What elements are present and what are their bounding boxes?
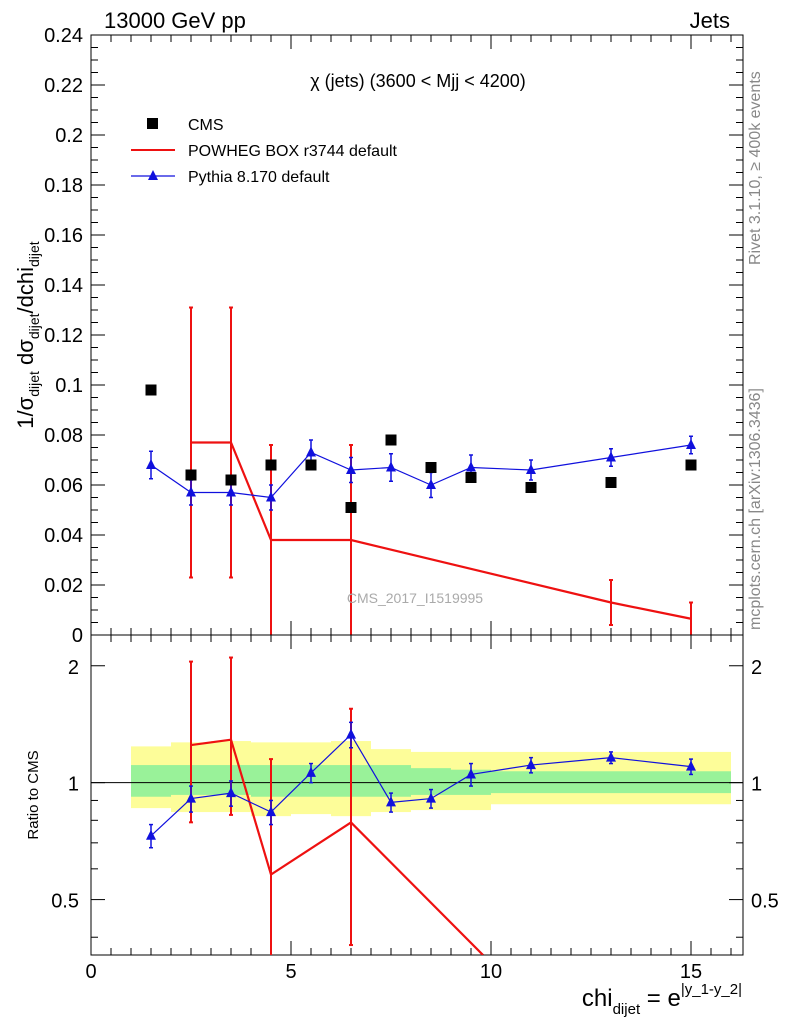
y-tick-label: 0.18 xyxy=(44,175,83,197)
x-axis-label: chidijet = e|y_1-y_2| xyxy=(582,981,742,1018)
ratio-data xyxy=(146,656,696,955)
legend: CMS POWHEG BOX r3744 default Pythia 8.17… xyxy=(131,117,398,186)
ratio-pythia-point xyxy=(466,768,476,779)
top-panel: 0 0.02 0.04 0.06 0.08 0.1 0.12 0.14 0.16 0.18 0.2 0… xyxy=(44,25,744,647)
ratio-pythia-point xyxy=(306,766,316,777)
ratio-y-tick-label: 2 xyxy=(68,657,79,679)
x-tick-label: 15 xyxy=(680,961,702,983)
ratio-y-tick-label: 1 xyxy=(751,774,762,796)
cms-point xyxy=(185,469,197,481)
pythia-point xyxy=(146,459,156,469)
pythia-point xyxy=(186,486,196,497)
pythia-point xyxy=(686,439,696,449)
y-tick-label: 0.24 xyxy=(44,25,83,47)
watermark: CMS_2017_I1519995 xyxy=(347,590,483,606)
y-tick-label: 0.1 xyxy=(55,375,83,397)
pythia-point xyxy=(606,451,616,462)
pythia-point xyxy=(526,464,536,474)
powheg-line xyxy=(191,441,692,620)
cms-point xyxy=(385,434,397,446)
ratio-y-tick-label: 0.5 xyxy=(51,891,79,913)
ratio-pythia-point xyxy=(426,792,436,803)
ratio-pythia-point xyxy=(386,796,396,807)
ratio-pythia-point xyxy=(686,760,696,771)
cms-point xyxy=(465,472,477,483)
rivet-label: Rivet 3.1.10, ≥ 400k events xyxy=(747,71,764,265)
ratio-pythia-point xyxy=(346,728,356,739)
ratio-pythia-point xyxy=(266,806,276,817)
pythia-point xyxy=(226,486,236,497)
legend-powheg-label: POWHEG BOX r3744 default xyxy=(188,143,398,160)
ratio-pythia-point xyxy=(226,787,236,798)
legend-cms-label: CMS xyxy=(188,117,224,134)
svg-text:chidijet = e|y_1-y_2|: chidijet = e|y_1-y_2| xyxy=(582,981,742,1018)
band-inner xyxy=(131,765,171,797)
cms-point xyxy=(345,502,357,513)
pythia-point xyxy=(386,461,396,472)
y-tick-label: 0.16 xyxy=(44,225,83,247)
ratio-y-tick-label: 2 xyxy=(751,657,762,679)
pythia-point xyxy=(426,479,436,489)
y-tick-label: 0.2 xyxy=(55,125,83,147)
svg-text:1/σdijet dσdijet/dchidijet: 1/σdijet dσdijet/dchidijet xyxy=(13,241,42,429)
y-tick-label: 0 xyxy=(72,625,83,647)
ratio-pythia-line xyxy=(150,733,692,837)
plot-title: χ (jets) (3600 < Mjj < 4200) xyxy=(310,71,526,91)
mcplots-label: mcplots.cern.ch [arXiv:1306.3436] xyxy=(747,388,764,630)
cms-point xyxy=(685,459,697,471)
header-jets: Jets xyxy=(690,8,730,33)
y-tick-label: 0.08 xyxy=(44,425,83,447)
pythia-line xyxy=(150,444,692,499)
legend-cms-marker xyxy=(147,118,158,129)
y-tick-label: 0.06 xyxy=(44,475,83,497)
ratio-pythia-point xyxy=(146,829,156,840)
ratio-pythia-point xyxy=(526,759,536,770)
cms-point xyxy=(605,477,617,488)
y-tick-label: 0.12 xyxy=(44,325,83,347)
x-tick-label: 0 xyxy=(85,961,96,983)
y-tick-label: 0.04 xyxy=(44,525,83,547)
ratio-y-tick-label: 0.5 xyxy=(751,891,779,913)
top-data xyxy=(145,306,697,635)
ratio-y-axis-label: Ratio to CMS xyxy=(25,750,42,839)
cms-point xyxy=(525,482,537,493)
ratio-pythia-point xyxy=(186,792,196,803)
ratio-panel: 0 5 10 15 0.5 0.5 1 1 2 2 xyxy=(51,634,779,983)
pythia-point xyxy=(266,491,276,502)
header-energy: 13000 GeV pp xyxy=(104,8,246,33)
cms-point xyxy=(265,459,277,471)
legend-pythia-marker xyxy=(148,170,158,180)
legend-pythia-label: Pythia 8.170 default xyxy=(188,169,330,186)
top-y-axis-label: 1/σdijet dσdijet/dchidijet xyxy=(13,241,42,429)
x-tick-label: 10 xyxy=(480,961,502,983)
pythia-point xyxy=(346,464,356,474)
x-tick-label: 5 xyxy=(285,961,296,983)
pythia-point xyxy=(466,461,476,472)
cms-point xyxy=(145,384,157,396)
pythia-point xyxy=(306,446,316,457)
ratio-y-tick-label: 1 xyxy=(68,774,79,796)
y-tick-label: 0.14 xyxy=(44,275,83,297)
y-tick-label: 0.22 xyxy=(44,75,83,97)
cms-point xyxy=(225,474,237,486)
cms-point xyxy=(425,462,437,473)
band-inner xyxy=(371,765,411,797)
ratio-frame xyxy=(90,634,744,956)
ratio-pythia-point xyxy=(606,751,616,762)
y-tick-label: 0.02 xyxy=(44,575,83,597)
cms-point xyxy=(305,459,317,471)
